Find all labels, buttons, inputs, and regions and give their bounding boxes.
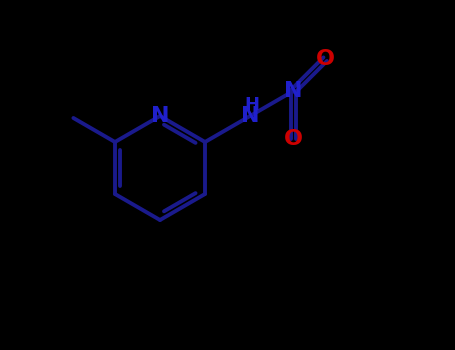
Text: N: N (284, 81, 303, 101)
Text: O: O (316, 49, 335, 69)
Text: H: H (245, 96, 259, 114)
Text: O: O (284, 129, 303, 149)
Text: N: N (151, 106, 169, 126)
Text: N: N (241, 106, 259, 126)
